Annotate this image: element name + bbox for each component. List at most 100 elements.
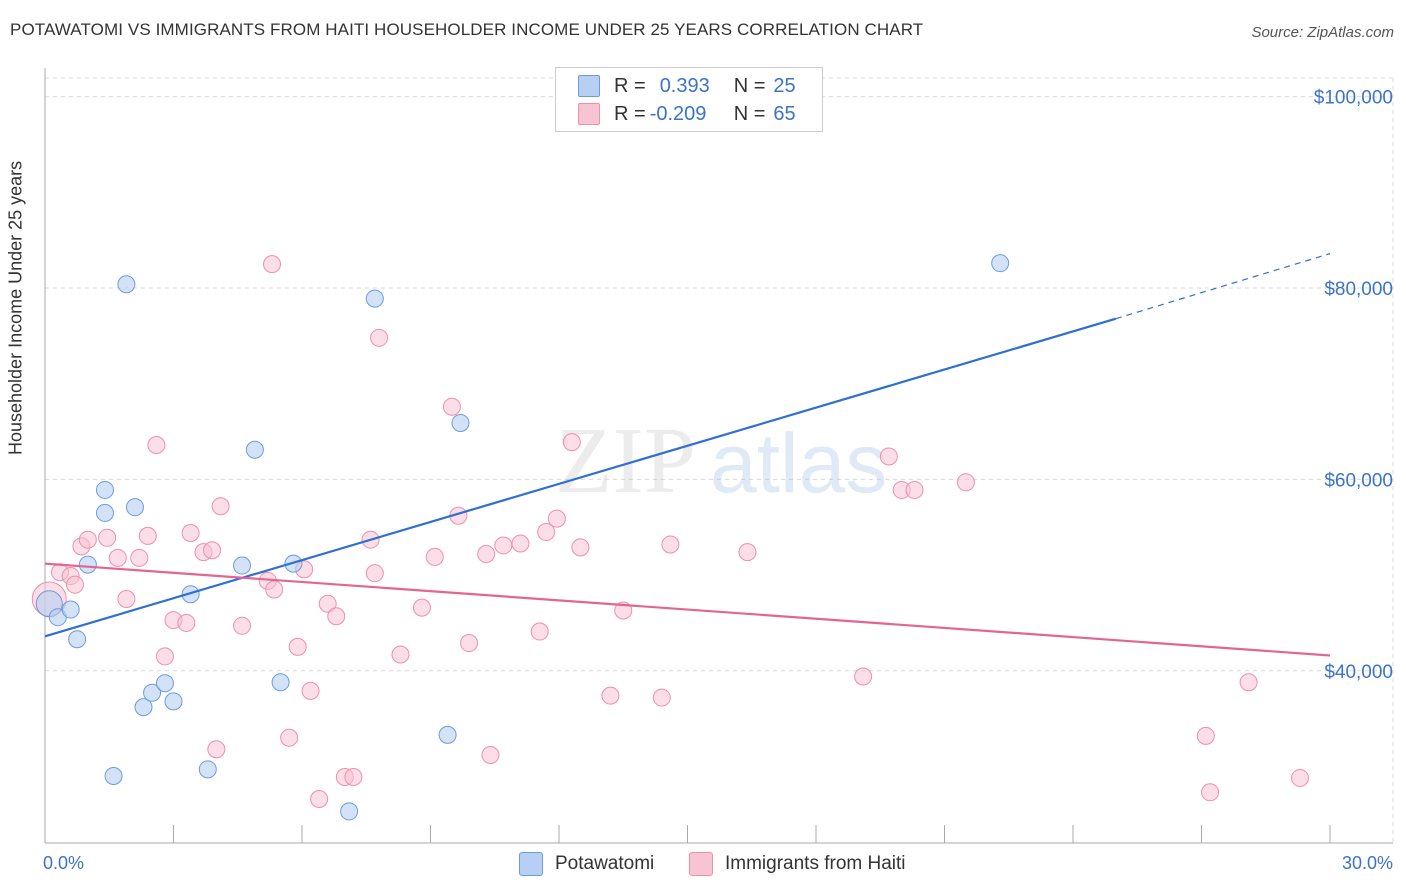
point-potawatomi: [233, 556, 252, 575]
point-immigrants-from-haiti: [65, 575, 84, 594]
point-immigrants-from-haiti: [562, 433, 581, 452]
point-potawatomi: [117, 275, 136, 294]
legend-item-potawatomi: Potawatomi: [519, 851, 654, 877]
source-label: Source: ZipAtlas.com: [1251, 24, 1394, 41]
y-tick-label: $80,000: [1324, 279, 1393, 300]
point-immigrants-from-haiti: [738, 543, 757, 562]
point-immigrants-from-haiti: [481, 745, 500, 764]
swatch-pink: [578, 103, 600, 125]
point-immigrants-from-haiti: [327, 607, 346, 626]
y-tick-label: $100,000: [1314, 88, 1393, 109]
point-immigrants-from-haiti: [879, 447, 898, 466]
series-immigrants-from-haiti: [31, 255, 1310, 808]
swatch-pink: [689, 852, 713, 876]
point-immigrants-from-haiti: [108, 548, 127, 567]
n-label: N =: [733, 74, 766, 97]
point-immigrants-from-haiti: [1201, 783, 1220, 802]
swatch-blue: [578, 75, 600, 97]
trend-line-immigrants-from-haiti: [44, 562, 1331, 657]
point-immigrants-from-haiti: [854, 667, 873, 686]
point-potawatomi: [451, 413, 470, 432]
point-potawatomi: [365, 289, 384, 308]
point-immigrants-from-haiti: [280, 728, 299, 747]
trend-line-potawatomi-extension: [1115, 253, 1331, 320]
point-potawatomi: [95, 480, 114, 499]
y-tick-label: $40,000: [1324, 662, 1393, 683]
point-immigrants-from-haiti: [391, 645, 410, 664]
r-value: -0.209: [649, 102, 707, 125]
point-potawatomi: [78, 555, 97, 574]
axes: [44, 68, 1393, 844]
legend-label: Immigrants from Haiti: [725, 853, 906, 874]
point-immigrants-from-haiti: [571, 538, 590, 557]
point-immigrants-from-haiti: [1196, 726, 1215, 745]
point-potawatomi: [164, 692, 183, 711]
point-immigrants-from-haiti: [181, 524, 200, 542]
point-immigrants-from-haiti: [207, 740, 226, 759]
point-potawatomi: [991, 254, 1010, 273]
n-value: 25: [773, 74, 796, 97]
point-immigrants-from-haiti: [318, 594, 337, 613]
point-immigrants-from-haiti: [1291, 768, 1310, 787]
watermark: ZIP atlas: [555, 409, 887, 513]
point-potawatomi: [125, 498, 144, 517]
legend-item-haiti: Immigrants from Haiti: [689, 851, 906, 877]
chart-title: POTAWATOMI VS IMMIGRANTS FROM HAITI HOUS…: [10, 20, 924, 39]
point-immigrants-from-haiti: [147, 435, 166, 454]
legend-row-haiti: R = -0.209 N = 65: [578, 101, 796, 127]
point-immigrants-from-haiti: [98, 528, 117, 547]
point-potawatomi: [340, 802, 359, 821]
point-potawatomi: [271, 673, 290, 692]
n-label: N =: [733, 102, 766, 125]
point-immigrants-from-haiti: [177, 613, 196, 632]
trend-line-potawatomi: [44, 317, 1117, 638]
point-immigrants-from-haiti: [547, 509, 566, 528]
point-immigrants-from-haiti: [265, 580, 284, 599]
point-immigrants-from-haiti: [117, 590, 136, 609]
point-immigrants-from-haiti: [233, 616, 252, 635]
point-potawatomi: [104, 767, 123, 786]
point-potawatomi: [134, 698, 153, 717]
y-tick-label: $60,000: [1324, 470, 1393, 491]
y-axis-label: Householder Income Under 25 years: [5, 160, 26, 455]
point-immigrants-from-haiti: [301, 681, 320, 700]
point-immigrants-from-haiti: [601, 686, 620, 705]
trend-lines: [44, 253, 1331, 657]
point-potawatomi: [438, 725, 457, 744]
point-immigrants-from-haiti: [370, 328, 389, 347]
point-immigrants-from-haiti: [530, 622, 549, 641]
point-immigrants-from-haiti: [511, 534, 530, 553]
watermark-atlas: atlas: [710, 416, 887, 510]
point-immigrants-from-haiti: [263, 255, 282, 274]
swatch-blue: [519, 852, 543, 876]
r-label: R =: [614, 74, 646, 97]
x-tick-label: 0.0%: [43, 853, 84, 873]
point-potawatomi: [198, 760, 217, 779]
point-immigrants-from-haiti: [661, 535, 680, 554]
point-immigrants-from-haiti: [425, 547, 444, 566]
point-immigrants-from-haiti: [211, 497, 230, 516]
point-potawatomi: [95, 503, 114, 522]
point-immigrants-from-haiti: [138, 526, 157, 545]
watermark-zip: ZIP: [555, 409, 696, 513]
point-immigrants-from-haiti: [78, 530, 97, 549]
point-potawatomi: [61, 600, 80, 619]
point-immigrants-from-haiti: [905, 480, 924, 499]
point-immigrants-from-haiti: [477, 545, 496, 564]
point-potawatomi: [155, 674, 174, 693]
point-immigrants-from-haiti: [1239, 673, 1258, 692]
point-immigrants-from-haiti: [956, 473, 975, 492]
point-potawatomi: [68, 630, 87, 649]
point-immigrants-from-haiti: [344, 767, 363, 786]
point-immigrants-from-haiti: [155, 647, 174, 666]
r-value: 0.393: [659, 74, 710, 97]
correlation-legend: R = 0.393 N = 25 R = -0.209 N = 65: [555, 67, 823, 132]
point-potawatomi: [143, 683, 162, 702]
point-immigrants-from-haiti: [288, 637, 307, 656]
point-potawatomi: [245, 440, 264, 459]
legend-row-potawatomi: R = 0.393 N = 25: [578, 73, 796, 99]
legend-label: Potawatomi: [555, 853, 655, 874]
series-potawatomi: [35, 254, 1010, 821]
tick-labels: $100,000 $80,000 $60,000 $40,000 0.0% 30.0%: [43, 88, 1393, 873]
